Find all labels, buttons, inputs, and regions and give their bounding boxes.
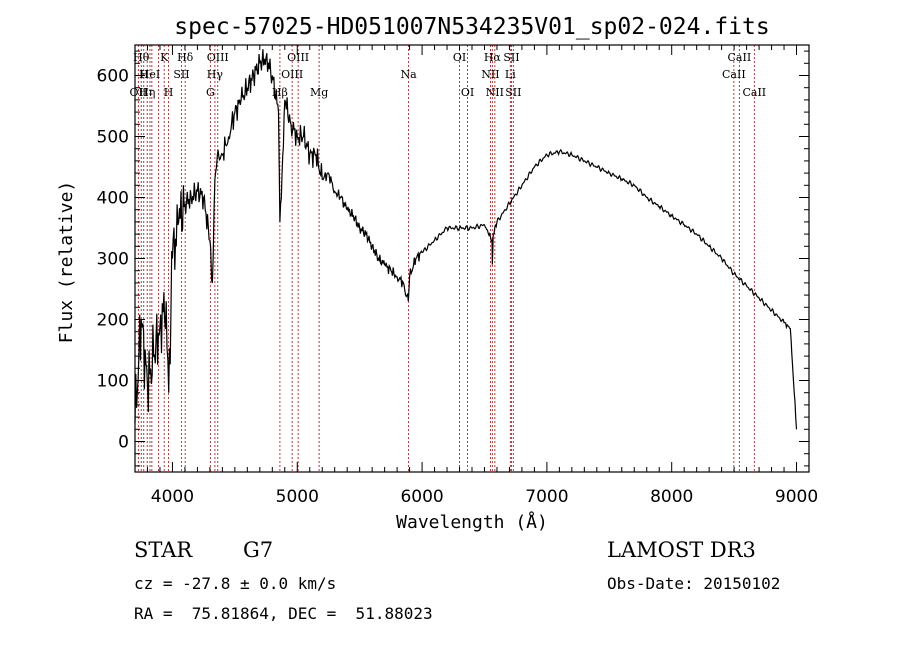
x-axis: 4000 5000 6000 7000 8000 9000 — [146, 45, 818, 507]
line-label-19: OI — [453, 51, 466, 64]
line-label-12: Hγ — [207, 68, 224, 81]
line-label-3: Hη — [139, 86, 155, 99]
spectrum-line — [134, 49, 798, 430]
x-tick-label-4: 8000 — [650, 487, 693, 507]
line-label-28: CaII — [728, 51, 752, 64]
line-label-4: HeI — [140, 68, 160, 81]
y-tick-label-5: 500 — [97, 128, 129, 148]
y-axis-label: Flux (relative) — [56, 181, 77, 344]
y-tick-label-4: 400 — [97, 189, 129, 209]
x-tick-label-0: 4000 — [151, 487, 194, 507]
x-tick-label-1: 5000 — [276, 487, 319, 507]
line-label-8: H — [164, 86, 174, 99]
line-label-15: OIII — [281, 68, 303, 81]
chart-title: spec-57025-HD051007N534235V01_sp02-024.f… — [174, 14, 769, 40]
line-label-17: Mg — [310, 86, 328, 99]
observation-date: Obs-Date: 20150102 — [607, 574, 781, 593]
line-label-23: NII — [486, 86, 504, 99]
y-tick-label-2: 200 — [97, 311, 129, 331]
line-label-13: OIII — [207, 51, 229, 64]
survey-name: LAMOST DR3 — [607, 538, 756, 562]
y-tick-label-1: 100 — [97, 372, 129, 392]
line-label-0: OII — [130, 86, 148, 99]
x-tick-label-2: 6000 — [400, 487, 443, 507]
x-tick-label-5: 9000 — [775, 487, 818, 507]
line-label-18: Na — [401, 68, 418, 81]
line-label-25: SII — [503, 51, 519, 64]
object-class: STAR — [134, 538, 193, 562]
y-tick-label-0: 0 — [118, 433, 129, 453]
y-tick-label-3: 300 — [97, 250, 129, 270]
line-label-9: SII — [173, 68, 189, 81]
line-label-10: Hδ — [177, 51, 194, 64]
spectral-line-labels: OIIHθHHηHeIKHSIIHδGHγOIIIHβOIIIOIIIMgNaO… — [130, 51, 767, 99]
line-label-20: OI — [461, 86, 474, 99]
spectral-line-markers — [137, 45, 755, 472]
line-label-2: H — [139, 68, 149, 81]
line-label-7: K — [160, 51, 169, 64]
redshift-readout: cz = -27.8 ± 0.0 km/s — [134, 574, 337, 593]
line-label-21: NII — [481, 68, 499, 81]
line-label-29: CaII — [742, 86, 766, 99]
object-subclass: G7 — [243, 538, 274, 562]
line-label-16: OIII — [287, 51, 309, 64]
coordinates-readout: RA = 75.81864, DEC = 51.88023 — [134, 604, 433, 623]
line-label-27: CaII — [722, 68, 746, 81]
x-axis-label: Wavelength (Å) — [396, 511, 548, 533]
line-label-24: Li — [505, 68, 516, 81]
line-label-1: Hθ — [133, 51, 150, 64]
y-axis: 0 100 200 300 400 500 600 — [97, 50, 809, 467]
line-label-26: SII — [505, 86, 521, 99]
y-tick-label-6: 600 — [97, 67, 129, 87]
x-tick-label-3: 7000 — [525, 487, 568, 507]
line-label-22: Hα — [484, 51, 502, 64]
line-label-11: G — [206, 86, 215, 99]
